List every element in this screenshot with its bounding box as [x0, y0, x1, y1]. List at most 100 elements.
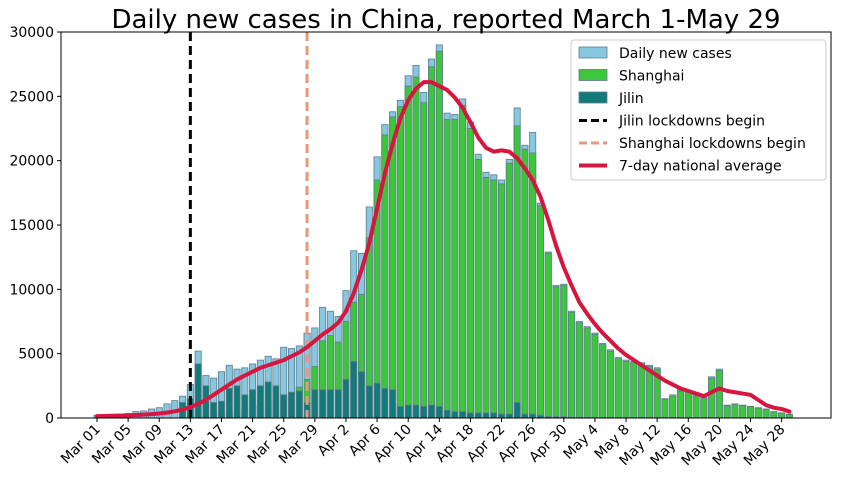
bar-shanghai — [412, 76, 420, 419]
y-axis: 0 5000 10000 15000 20000 25000 30000 — [9, 25, 61, 427]
bar-jilin — [217, 400, 225, 419]
bar-shanghai — [474, 158, 482, 419]
bar-jilin — [233, 385, 241, 419]
bar-jilin — [490, 412, 498, 419]
legend-label: Shanghai lockdowns begin — [619, 136, 806, 152]
bar-shanghai — [443, 119, 451, 419]
bar-jilin — [466, 412, 474, 419]
bar-shanghai — [404, 85, 412, 419]
bar-shanghai — [645, 366, 653, 419]
bar-shanghai — [591, 333, 599, 419]
bar-jilin — [443, 409, 451, 419]
bar-jilin — [358, 371, 366, 419]
bar-jilin — [295, 390, 303, 419]
bar-shanghai — [731, 404, 739, 419]
y-tick-label: 25000 — [9, 89, 54, 105]
bar-jilin — [498, 413, 506, 419]
bar-jilin — [373, 382, 381, 419]
bar-shanghai — [614, 358, 622, 419]
bar-jilin — [428, 404, 436, 419]
bar-shanghai — [606, 350, 614, 419]
bar-jilin — [272, 385, 280, 419]
bar-shanghai — [451, 119, 459, 419]
bar-shanghai — [428, 66, 436, 419]
bar-jilin — [319, 389, 327, 419]
bar-shanghai — [676, 390, 685, 419]
bar-jilin — [513, 402, 521, 419]
bar-jilin — [311, 389, 319, 419]
bar-jilin — [287, 391, 296, 419]
bar-shanghai — [778, 412, 786, 419]
legend-swatch — [578, 69, 608, 81]
legend-box — [570, 39, 827, 181]
bar-jilin — [280, 394, 288, 419]
bar-jilin — [420, 406, 428, 419]
bar-jilin — [225, 388, 233, 419]
bar-jilin — [529, 413, 537, 419]
lines-layer — [95, 32, 792, 419]
bar-shanghai — [700, 398, 708, 419]
bar-shanghai — [420, 102, 428, 419]
bar-jilin — [459, 411, 467, 419]
bar-jilin — [241, 394, 249, 419]
bar-shanghai — [630, 362, 638, 419]
x-tick-label: Apr 2 — [315, 422, 353, 460]
y-tick-label: 30000 — [9, 25, 54, 41]
legend-swatch — [578, 46, 608, 59]
chart-title: Daily new cases in China, reported March… — [111, 5, 780, 35]
bar-jilin — [521, 413, 529, 419]
legend-label: Daily new cases — [619, 46, 732, 62]
bar-shanghai — [396, 106, 404, 419]
bar-shanghai — [505, 162, 513, 419]
bar-shanghai — [389, 116, 397, 419]
legend-label: Jilin lockdowns begin — [618, 114, 765, 130]
bar-jilin — [365, 385, 373, 419]
bar-jilin — [389, 389, 397, 419]
bar-shanghai — [599, 344, 607, 419]
bar-jilin — [256, 385, 264, 419]
bar-jilin — [482, 412, 490, 419]
bar-shanghai — [575, 322, 583, 419]
bar-shanghai — [513, 125, 521, 419]
y-tick-label: 5000 — [18, 347, 54, 363]
bar-shanghai — [568, 312, 576, 419]
bar-shanghai — [669, 395, 677, 419]
bar-jilin — [381, 388, 389, 419]
y-tick-label: 0 — [45, 411, 54, 427]
bar-shanghai — [692, 395, 700, 419]
bar-shanghai — [723, 405, 731, 419]
bar-jilin — [451, 411, 459, 419]
bar-shanghai — [490, 179, 498, 419]
y-tick-label: 20000 — [9, 154, 54, 170]
y-tick-label: 10000 — [9, 282, 54, 298]
legend-label: 7-day national average — [619, 159, 782, 175]
bar-jilin — [404, 404, 412, 419]
bar-jilin — [326, 389, 334, 419]
legend: Daily new cases Shanghai Jilin Jilin lockdo… — [570, 39, 827, 181]
bar-shanghai — [552, 286, 560, 419]
bar-shanghai — [715, 369, 723, 419]
bar-shanghai — [498, 183, 506, 419]
bar-shanghai — [747, 406, 755, 419]
bar-shanghai — [638, 363, 646, 419]
legend-label: Shanghai — [619, 69, 684, 85]
bar-shanghai — [459, 104, 467, 419]
bar-shanghai — [560, 285, 568, 419]
bar-shanghai — [529, 152, 537, 419]
bar-jilin — [194, 363, 202, 419]
bar-shanghai — [583, 327, 591, 419]
bar-jilin — [396, 406, 404, 419]
line-7-day-national-average — [95, 80, 792, 419]
bar-shanghai — [684, 391, 692, 419]
bar-jilin — [350, 360, 358, 419]
bar-jilin — [210, 402, 218, 419]
bar-shanghai — [754, 407, 762, 419]
bar-shanghai — [622, 360, 630, 419]
bar-shanghai — [708, 377, 716, 419]
bar-jilin — [412, 404, 420, 419]
bar-shanghai — [544, 252, 552, 419]
bar-jilin — [334, 389, 342, 419]
bar-shanghai — [521, 148, 529, 419]
